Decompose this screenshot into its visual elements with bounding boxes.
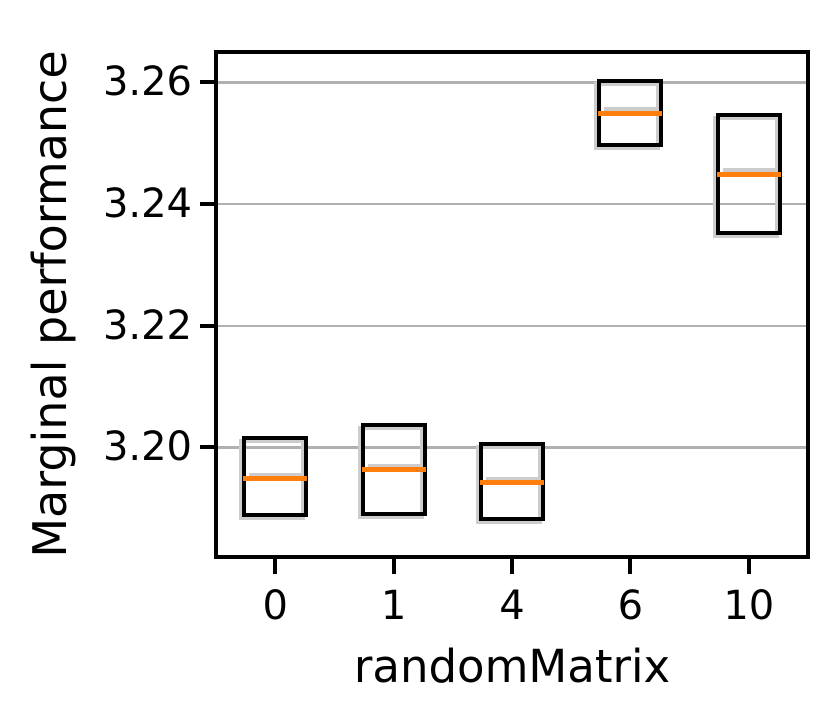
median-ghost: [367, 463, 420, 468]
y-tick-label: 3.20: [102, 424, 192, 471]
x-tick-mark: [628, 559, 633, 574]
x-tick-mark: [391, 559, 396, 574]
gridline: [218, 81, 806, 84]
x-tick-label: 4: [499, 583, 525, 629]
median-ghost: [722, 168, 775, 173]
x-axis-label: randomMatrix: [353, 640, 671, 693]
median-line: [243, 476, 308, 481]
median-line: [361, 467, 426, 473]
x-tick-label: 1: [380, 583, 407, 629]
box-ghost: [594, 82, 661, 151]
x-tick-mark: [510, 559, 514, 574]
median-line: [598, 110, 663, 116]
median-line: [716, 171, 781, 177]
gridline: [218, 324, 806, 328]
median-ghost: [604, 107, 657, 112]
y-tick-mark: [200, 202, 214, 207]
y-tick-mark: [200, 80, 214, 85]
gridline: [218, 202, 806, 206]
median-line: [480, 480, 544, 486]
y-tick-label: 3.26: [102, 59, 192, 106]
x-tick-mark: [273, 559, 278, 574]
x-tick-mark: [746, 559, 751, 574]
median-ghost: [249, 472, 302, 477]
x-tick-label: 0: [262, 583, 288, 629]
x-tick-label: 10: [723, 583, 775, 629]
y-tick-label: 3.22: [102, 302, 192, 349]
y-tick-mark: [200, 323, 214, 328]
y-tick-mark: [200, 445, 214, 450]
y-tick-label: 3.24: [102, 181, 192, 228]
x-tick-label: 6: [617, 583, 644, 629]
median-ghost: [486, 476, 538, 481]
